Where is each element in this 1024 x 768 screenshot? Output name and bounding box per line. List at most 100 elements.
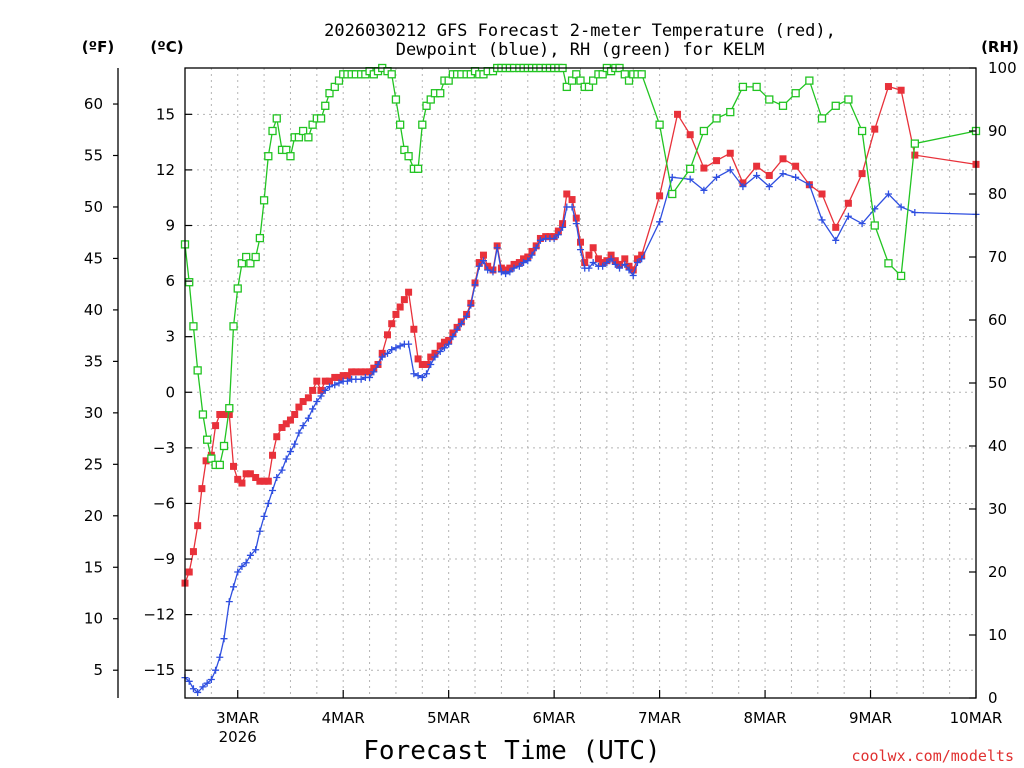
temperature-point	[405, 288, 413, 296]
dewpoint-point	[792, 173, 800, 181]
rh-point	[185, 278, 194, 287]
temperature-point	[524, 253, 532, 261]
dewpoint-point	[572, 220, 580, 228]
rh-point	[805, 76, 814, 85]
dewpoint-point	[194, 688, 202, 696]
dewpoint-point	[282, 455, 290, 463]
rh-tick-label: 70	[988, 248, 1007, 266]
chart-title-line1: 2026030212 GFS Forecast 2-meter Temperat…	[324, 21, 836, 41]
rh-point	[817, 114, 827, 123]
temperature-point	[189, 548, 197, 556]
rh-point	[584, 82, 594, 92]
temperature-point	[621, 255, 629, 263]
x-tick-label: 10MAR	[950, 709, 1003, 727]
temperature-point	[414, 355, 422, 363]
dewpoint-point	[260, 512, 268, 520]
dewpoint-point	[216, 653, 224, 661]
dewpoint-point	[414, 372, 422, 380]
temperature-point	[559, 220, 567, 228]
temperature-point	[629, 266, 637, 274]
dewpoint-point	[753, 171, 761, 179]
rh-point	[321, 101, 330, 110]
dewpoint-point	[185, 677, 193, 685]
dewpoint-point	[611, 260, 619, 268]
dewpoint-point	[256, 527, 264, 535]
dewpoint-point	[884, 190, 892, 198]
x-tick-sublabel: 2026	[219, 728, 257, 746]
temperature-point	[779, 155, 787, 163]
dewpoint-point	[625, 266, 633, 274]
dewpoint-line	[184, 169, 977, 694]
fahrenheit-tick-label: 35	[84, 352, 103, 370]
dewpoint-point	[713, 173, 721, 181]
rh-point	[896, 271, 906, 281]
temperature-point	[739, 179, 747, 187]
x-tick-label: 8MAR	[743, 709, 786, 727]
dewpoint-point	[374, 360, 382, 368]
dewpoint-point	[484, 266, 492, 274]
temperature-point	[260, 477, 268, 485]
temperature-point	[313, 377, 321, 385]
rh-point	[765, 95, 774, 104]
dewpoint-point	[489, 268, 497, 276]
rh-point	[624, 76, 634, 85]
rh-point	[251, 252, 260, 262]
dewpoint-point	[463, 312, 471, 320]
dewpoint-point	[668, 173, 676, 181]
dewpoint-point	[550, 234, 558, 242]
temperature-point	[589, 244, 597, 252]
temperature-point	[325, 377, 333, 385]
temperature-point	[410, 325, 418, 333]
celsius-tick-label: −6	[153, 494, 175, 512]
dewpoint-point	[457, 320, 465, 328]
fahrenheit-tick-label: 45	[84, 249, 103, 267]
dewpoint-point	[423, 370, 431, 378]
temperature-point	[396, 303, 404, 311]
temperature-point	[572, 214, 580, 222]
temperature-point	[563, 190, 571, 198]
dewpoint-point	[343, 377, 351, 385]
rh-point	[225, 404, 234, 413]
dewpoint-point	[225, 598, 233, 606]
dewpoint-point	[700, 186, 708, 194]
temperature-point	[656, 192, 664, 200]
rh-point	[620, 70, 629, 79]
temperature-point	[502, 266, 510, 274]
dewpoint-point	[475, 262, 483, 270]
temperature-point	[230, 462, 238, 470]
temperature-point	[611, 257, 619, 265]
dewpoint-point	[431, 353, 439, 361]
temperature-point	[194, 522, 202, 530]
temperature-point	[225, 411, 233, 418]
rh-tick-label: 40	[988, 437, 1007, 455]
temperature-point	[331, 373, 339, 381]
dewpoint-point	[378, 353, 386, 361]
chart-title-line2: Dewpoint (blue), RH (green) for KELM	[396, 40, 764, 60]
dewpoint-point	[440, 344, 448, 352]
dewpoint-point	[471, 281, 479, 289]
dewpoint-point	[524, 257, 532, 265]
dewpoint-point	[832, 236, 840, 244]
dewpoint-point	[805, 181, 813, 189]
rh-point	[202, 435, 212, 444]
temperature-point	[352, 368, 360, 376]
temperature-point	[713, 157, 721, 165]
rh-point	[567, 76, 577, 85]
rh-point	[294, 133, 304, 142]
temperature-point	[479, 251, 487, 259]
dewpoint-point	[383, 349, 391, 357]
temperature-point	[256, 477, 264, 485]
rh-point	[712, 114, 721, 123]
x-tick-label: 3MAR	[216, 709, 259, 727]
temperature-point	[348, 368, 356, 376]
celsius-tick-label: −9	[153, 550, 175, 568]
rh-point	[198, 410, 208, 419]
dewpoint-point	[203, 679, 211, 687]
rh-tick-label: 90	[988, 122, 1007, 140]
temperature-point	[198, 485, 206, 493]
dewpoint-point	[252, 546, 260, 554]
rh-point	[264, 152, 273, 161]
dewpoint-point	[656, 218, 664, 226]
credit-text: coolwx.com/modelts	[851, 747, 1014, 765]
dewpoint-point	[532, 244, 540, 252]
